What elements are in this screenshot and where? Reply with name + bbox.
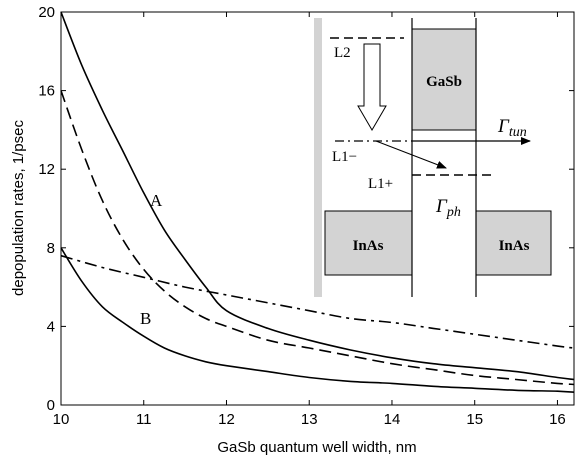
x-tick-label-2: 12: [218, 411, 235, 428]
inas-right-label: InAs: [499, 238, 530, 254]
phonon-arrow: [375, 140, 447, 169]
x-tick-label-1: 11: [136, 411, 152, 428]
curve-label-b: B: [140, 309, 151, 328]
level-l1-minus-label: L1−: [332, 149, 357, 165]
gamma-tun-subscript: tun: [509, 125, 527, 140]
x-tick-label-5: 15: [466, 411, 483, 428]
level-l2-label: L2: [334, 45, 351, 61]
inas-left-label: InAs: [353, 238, 384, 254]
series-line-b: [60, 247, 575, 393]
series-line-a: [60, 11, 575, 381]
left-barrier-bar: [314, 18, 322, 297]
data-series: [60, 11, 575, 393]
y-tick-label-2: 8: [47, 240, 55, 257]
series-line-dashdot: [60, 254, 575, 349]
plot-frame: [60, 11, 575, 406]
y-tick-label-4: 16: [38, 83, 55, 100]
y-tick-label-1: 4: [47, 318, 55, 335]
x-axis-label: GaSb quantum well width, nm: [217, 439, 416, 456]
gamma-ph-label: Γph: [435, 196, 461, 220]
x-tick-label-3: 13: [301, 411, 318, 428]
gasb-label: GaSb: [426, 74, 462, 90]
inas-right-layer: [475, 210, 552, 276]
level-l1-plus-label: L1+: [368, 176, 393, 192]
y-axis-label: depopulation rates, 1/psec: [10, 120, 27, 296]
curve-label-a: A: [150, 191, 163, 210]
gamma-ph-subscript: ph: [446, 205, 461, 220]
band-diagram-inset: InAs GaSb InAs L2 L1− L1+ Γtun Γph: [314, 18, 564, 299]
gamma-tun-label: Γtun: [497, 116, 527, 140]
axis-ticks: 10 11 12 13 14 15 16 0 4 8 12 16 20: [38, 4, 574, 428]
relaxation-arrow: [357, 43, 387, 131]
gasb-layer: [411, 28, 477, 131]
x-tick-label-6: 16: [549, 411, 566, 428]
y-tick-label-0: 0: [47, 397, 55, 414]
gamma-tun-symbol: Γ: [497, 116, 510, 137]
gamma-ph-symbol: Γ: [435, 196, 448, 217]
inas-left-layer: [324, 210, 413, 276]
x-tick-label-4: 14: [384, 411, 401, 428]
y-tick-label-5: 20: [38, 4, 55, 21]
y-tick-label-3: 12: [38, 161, 55, 178]
x-tick-label-0: 10: [53, 411, 70, 428]
